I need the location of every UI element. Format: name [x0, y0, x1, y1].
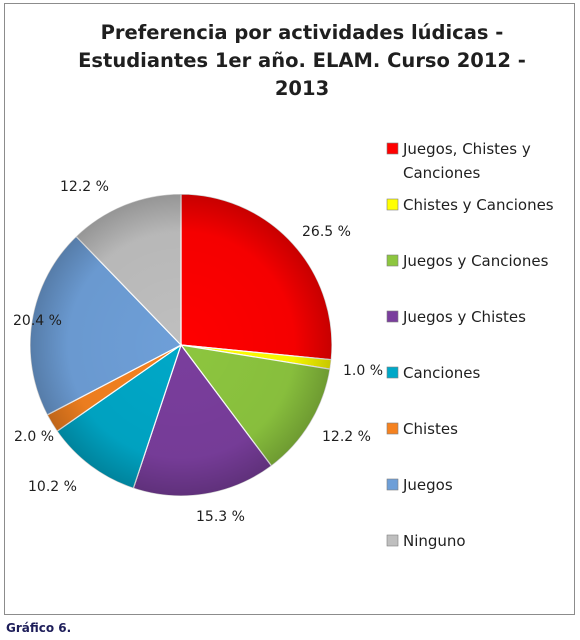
data-labels: 26.5 % 1.0 % 12.2 % 15.3 % 10.2 % 2.0 % 20.4 %…	[13, 179, 383, 525]
legend-swatch	[386, 198, 399, 211]
legend: Juegos, Chistes y Canciones Chistes y Canc…	[386, 140, 554, 550]
legend-swatch	[386, 142, 399, 155]
slice-data-label: 12.2 %	[322, 429, 371, 445]
chart-title-line: 2013	[275, 77, 329, 100]
pie-chart: Preferencia por actividades lúdicas - Est…	[13, 21, 554, 550]
slice-data-label: 26.5 %	[302, 224, 351, 240]
legend-swatch	[386, 366, 399, 379]
slice-data-label: 20.4 %	[13, 313, 62, 329]
legend-swatch	[386, 478, 399, 491]
slice-data-label: 2.0 %	[14, 429, 54, 445]
slice-data-label: 10.2 %	[28, 479, 77, 495]
legend-swatch	[386, 254, 399, 267]
chart-title-line: Preferencia por actividades lúdicas -	[101, 21, 504, 44]
chart-title: Preferencia por actividades lúdicas - Est…	[78, 21, 526, 100]
pie-slice	[180, 193, 333, 361]
legend-item: Juegos y Canciones	[386, 252, 549, 270]
chart-title-line: Estudiantes 1er año. ELAM. Curso 2012 -	[78, 49, 526, 72]
slice-data-label: 12.2 %	[60, 179, 109, 195]
legend-item: Chistes y Canciones	[386, 196, 554, 214]
legend-swatch	[386, 422, 399, 435]
legend-label: Juegos y Chistes	[402, 308, 526, 326]
legend-label: Juegos	[402, 476, 453, 494]
chart-frame: Preferencia por actividades lúdicas - Est…	[4, 3, 575, 615]
pie-slices	[29, 193, 333, 497]
slice-data-label: 1.0 %	[343, 363, 383, 379]
legend-label: Chistes y Canciones	[403, 196, 554, 214]
legend-label: Ninguno	[403, 532, 466, 550]
legend-item: Juegos, Chistes y Canciones	[386, 140, 531, 182]
legend-label: Juegos, Chistes y	[402, 140, 531, 158]
legend-item: Juegos y Chistes	[386, 308, 526, 326]
slice-data-label: 15.3 %	[196, 509, 245, 525]
legend-item: Juegos	[386, 476, 453, 494]
legend-label: Juegos y Canciones	[402, 252, 549, 270]
legend-label: Canciones	[403, 164, 480, 182]
figure-caption: Gráfico 6.	[6, 621, 72, 635]
legend-label: Canciones	[403, 364, 480, 382]
legend-label: Chistes	[403, 420, 458, 438]
legend-item: Canciones	[386, 364, 480, 382]
legend-item: Ninguno	[386, 532, 466, 550]
legend-swatch	[386, 310, 399, 323]
legend-item: Chistes	[386, 420, 458, 438]
legend-swatch	[386, 534, 399, 547]
